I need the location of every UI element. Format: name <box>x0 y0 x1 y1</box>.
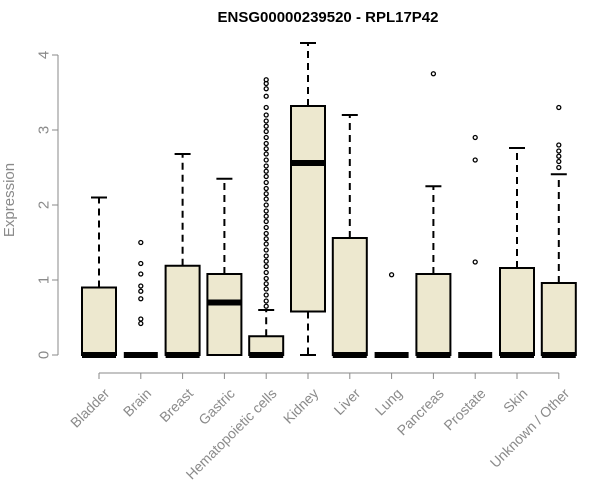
iqr-box <box>290 105 326 313</box>
outlier-point <box>472 134 478 141</box>
outlier-point <box>263 196 269 202</box>
outlier-point <box>556 158 562 165</box>
outlier-point <box>138 316 144 322</box>
category-label: Prostate <box>440 385 488 433</box>
outlier-point <box>263 93 269 99</box>
box-pancreas <box>415 71 452 358</box>
y-tick-label: 1 <box>36 276 53 284</box>
outlier-point <box>263 269 269 276</box>
outlier-point <box>263 253 269 259</box>
iqr-box <box>164 264 201 356</box>
outlier-point <box>472 259 478 265</box>
outlier-point <box>263 258 269 264</box>
box-hematopoietic-cells <box>248 77 285 358</box>
outlier-point <box>263 263 269 270</box>
outlier-point <box>263 208 269 214</box>
outlier-point <box>263 247 269 253</box>
box-liver <box>331 114 368 358</box>
iqr-box <box>206 273 243 356</box>
outlier-point <box>263 77 269 83</box>
outlier-point <box>263 202 269 208</box>
box-gastric <box>206 177 243 356</box>
outlier-point <box>263 224 269 231</box>
box-brain <box>123 239 158 358</box>
box-bladder <box>81 196 117 358</box>
y-tick-label: 4 <box>36 51 53 59</box>
boxes-group <box>81 42 577 358</box>
y-axis-label: Expression <box>1 163 18 237</box>
category-label: Breast <box>156 385 196 425</box>
outlier-point <box>263 191 269 197</box>
category-label: Skin <box>500 385 531 416</box>
outlier-point <box>263 298 269 304</box>
box-lung <box>374 272 409 358</box>
category-label: Liver <box>330 385 363 418</box>
outlier-point <box>472 157 478 163</box>
iqr-box <box>499 267 535 356</box>
outlier-point <box>263 303 269 309</box>
y-tick-label: 0 <box>36 351 53 359</box>
outlier-point <box>556 104 562 111</box>
category-label: Bladder <box>67 385 113 431</box>
category-label: Lung <box>372 385 405 418</box>
outlier-point <box>556 142 562 148</box>
iqr-box <box>81 286 117 356</box>
outlier-point <box>263 275 269 282</box>
outlier-point <box>138 320 144 327</box>
outlier-point <box>138 283 144 289</box>
outlier-point <box>263 86 269 92</box>
outlier-point <box>263 236 269 242</box>
outlier-point <box>138 296 144 302</box>
outlier-point <box>263 185 269 192</box>
outlier-point <box>138 271 144 277</box>
outlier-point <box>556 153 562 159</box>
y-tick-label: 2 <box>36 201 53 209</box>
outlier-point <box>263 134 269 141</box>
outlier-point <box>263 140 269 147</box>
y-tick-label: 3 <box>36 126 53 134</box>
box-kidney <box>290 42 326 356</box>
outlier-point <box>263 112 269 118</box>
category-label: Unknown / Other <box>487 385 573 471</box>
outlier-point <box>263 151 269 157</box>
outlier-point <box>138 239 144 246</box>
outlier-point <box>263 118 269 124</box>
chart-title: ENSG00000239520 - RPL17P42 <box>218 9 439 26</box>
y-axis: 0 1 2 3 4 <box>36 51 59 359</box>
outlier-point <box>263 241 269 247</box>
outlier-point <box>263 292 269 298</box>
outlier-point <box>263 213 269 219</box>
outlier-point <box>263 286 269 292</box>
outlier-point <box>263 123 269 129</box>
iqr-box <box>540 282 577 356</box>
iqr-box <box>415 273 452 356</box>
outlier-point <box>263 218 269 225</box>
outlier-point <box>138 288 144 294</box>
outlier-point <box>263 179 269 186</box>
outlier-point <box>263 173 269 180</box>
category-label: Kidney <box>280 385 322 427</box>
category-label: Brain <box>120 385 154 419</box>
iqr-box <box>331 237 368 356</box>
box-skin <box>499 147 535 358</box>
outlier-point <box>556 164 562 171</box>
outlier-point <box>138 260 144 267</box>
outlier-point <box>263 146 269 152</box>
box-breast <box>164 153 201 358</box>
outlier-point <box>263 168 269 174</box>
outlier-point <box>263 104 269 111</box>
outlier-point <box>263 157 269 163</box>
box-prostate <box>458 134 493 358</box>
outlier-point <box>263 281 269 287</box>
outlier-point <box>263 163 269 169</box>
outlier-point <box>556 148 562 154</box>
outlier-point <box>430 71 437 77</box>
outlier-point <box>263 230 269 237</box>
outlier-point <box>263 128 269 135</box>
outlier-point <box>388 272 395 278</box>
box-unknown-other <box>540 104 577 358</box>
